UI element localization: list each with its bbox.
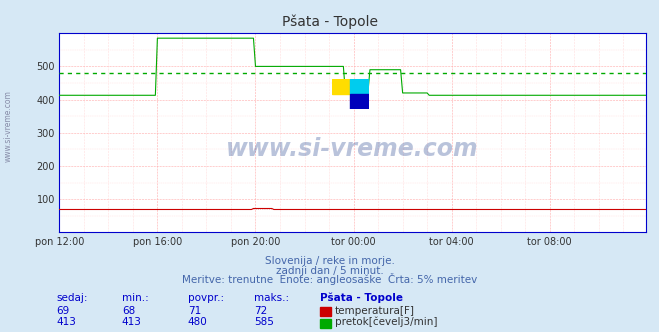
Text: 71: 71 — [188, 306, 201, 316]
Text: Slovenija / reke in morje.: Slovenija / reke in morje. — [264, 256, 395, 266]
Text: Pšata - Topole: Pšata - Topole — [320, 293, 403, 303]
Text: maks.:: maks.: — [254, 293, 289, 303]
Text: 68: 68 — [122, 306, 135, 316]
Bar — [351, 94, 368, 109]
Text: Pšata - Topole: Pšata - Topole — [281, 15, 378, 30]
Bar — [332, 79, 351, 94]
Text: zadnji dan / 5 minut.: zadnji dan / 5 minut. — [275, 266, 384, 276]
Text: www.si-vreme.com: www.si-vreme.com — [226, 137, 479, 161]
Text: min.:: min.: — [122, 293, 149, 303]
Text: 585: 585 — [254, 317, 273, 327]
Text: www.si-vreme.com: www.si-vreme.com — [3, 90, 13, 162]
Text: 413: 413 — [56, 317, 76, 327]
Text: 480: 480 — [188, 317, 208, 327]
Text: 69: 69 — [56, 306, 69, 316]
Text: 72: 72 — [254, 306, 267, 316]
Bar — [351, 79, 368, 94]
Text: Meritve: trenutne  Enote: angleosaške  Črta: 5% meritev: Meritve: trenutne Enote: angleosaške Črt… — [182, 273, 477, 285]
Text: sedaj:: sedaj: — [56, 293, 88, 303]
Text: povpr.:: povpr.: — [188, 293, 224, 303]
Text: temperatura[F]: temperatura[F] — [335, 306, 415, 316]
Text: pretok[čevelj3/min]: pretok[čevelj3/min] — [335, 317, 438, 327]
Text: 413: 413 — [122, 317, 142, 327]
